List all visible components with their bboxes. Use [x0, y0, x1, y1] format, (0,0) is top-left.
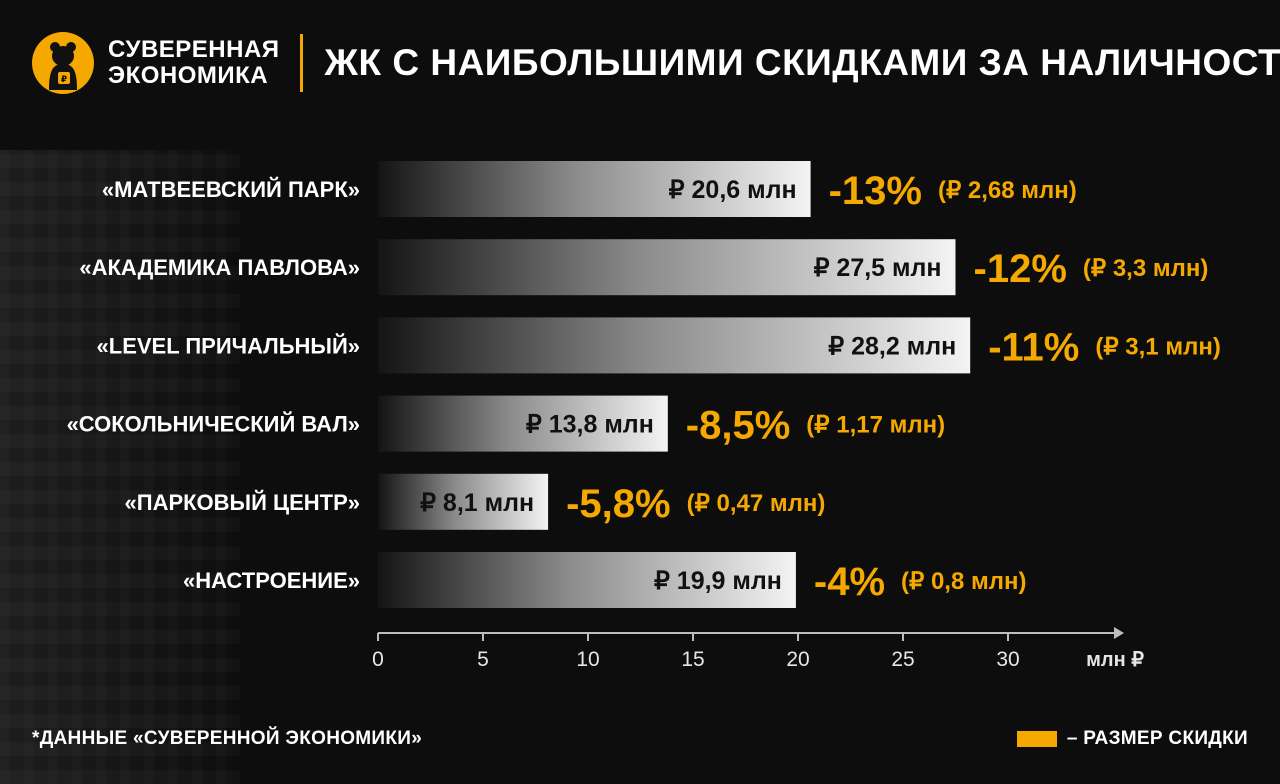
bar	[378, 239, 956, 296]
header-divider	[299, 34, 303, 92]
chart-title: ЖК С НАИБОЛЬШИМИ СКИДКАМИ ЗА НАЛИЧНОСТЬ	[324, 42, 1280, 83]
x-tick-label: 30	[996, 648, 1019, 671]
x-tick-label: 20	[786, 648, 809, 671]
footnote: *ДАННЫЕ «СУВЕРЕННОЙ ЭКОНОМИКИ»	[32, 728, 423, 749]
x-tick-label: 5	[477, 648, 489, 671]
discount-percent-label: -5,8%	[566, 482, 671, 526]
svg-text:₽: ₽	[61, 75, 67, 85]
discount-percent-label: -13%	[829, 169, 922, 213]
bar-value-label: ₽ 20,6 млн	[669, 176, 797, 204]
brand-line-2: ЭКОНОМИКА	[108, 62, 269, 89]
bear-logo-icon: ₽	[32, 32, 94, 94]
x-tick-label: 15	[681, 648, 704, 671]
discount-amount-label: (₽ 0,47 млн)	[687, 490, 826, 517]
brand-line-1: СУВЕРЕННАЯ	[108, 36, 280, 63]
category-label: «АКАДЕМИКА ПАВЛОВА»	[79, 255, 360, 280]
bar-value-label: ₽ 28,2 млн	[828, 332, 956, 360]
brand-name: СУВЕРЕННАЯ ЭКОНОМИКА	[108, 37, 280, 89]
header: ₽ СУВЕРЕННАЯ ЭКОНОМИКА ЖК С НАИБОЛЬШИМИ …	[32, 28, 1280, 98]
discount-percent-label: -12%	[974, 247, 1067, 291]
bar-value-label: ₽ 13,8 млн	[526, 411, 654, 439]
background-texture	[0, 150, 240, 784]
category-label: «МАТВЕЕВСКИЙ ПАРК»	[102, 177, 360, 202]
legend-label: – РАЗМЕР СКИДКИ	[1066, 728, 1248, 749]
legend-swatch	[1016, 731, 1057, 747]
discount-percent-label: -4%	[814, 560, 885, 604]
x-axis-label: млн ₽	[1086, 649, 1144, 671]
bar-value-label: ₽ 27,5 млн	[814, 254, 942, 282]
discount-amount-label: (₽ 2,68 млн)	[938, 177, 1077, 204]
bar	[378, 161, 811, 217]
discount-amount-label: (₽ 1,17 млн)	[806, 412, 945, 439]
bar	[378, 395, 668, 452]
x-tick-label: 25	[891, 648, 914, 671]
x-axis-arrow-icon	[1114, 627, 1124, 639]
discount-percent-label: -8,5%	[686, 404, 791, 448]
discount-amount-label: (₽ 3,1 млн)	[1095, 333, 1220, 360]
category-label: «СОКОЛЬНИЧЕСКИЙ ВАЛ»	[67, 412, 360, 437]
category-label: «LEVEL ПРИЧАЛЬНЫЙ»	[97, 333, 360, 358]
category-label: «НАСТРОЕНИЕ»	[183, 568, 360, 593]
discount-amount-label: (₽ 3,3 млн)	[1083, 255, 1208, 282]
bar	[378, 473, 549, 530]
discount-percent-label: -11%	[988, 325, 1079, 369]
legend: – РАЗМЕР СКИДКИ	[1016, 728, 1248, 750]
bar	[378, 552, 796, 608]
bar-value-label: ₽ 19,9 млн	[654, 567, 782, 595]
x-tick-label: 0	[372, 648, 384, 671]
discount-amount-label: (₽ 0,8 млн)	[901, 568, 1026, 595]
bar-value-label: ₽ 8,1 млн	[420, 489, 534, 517]
x-tick-label: 10	[576, 648, 599, 671]
bar	[378, 317, 971, 374]
category-label: «ПАРКОВЫЙ ЦЕНТР»	[125, 490, 360, 515]
